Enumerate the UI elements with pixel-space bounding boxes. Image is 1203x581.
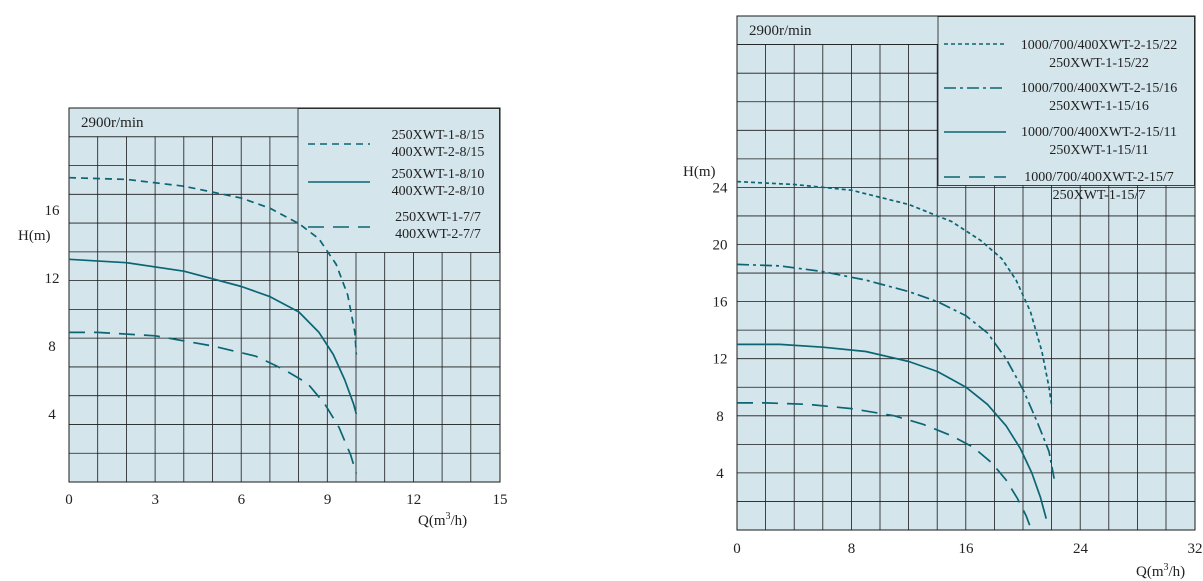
y-tick-label: 24 [713,180,729,196]
chart-1: 2900r/min 250XWT-1-8/15 400XWT-2-8/15 250XW… [18,107,508,529]
x-tick-label: 15 [493,492,508,508]
speed-label-box [737,16,966,45]
series-line [736,180,1053,408]
legend-label: 250XWT-1-15/11 [1049,143,1148,158]
x-tick-label: 12 [406,492,421,508]
legend-label: 400XWT-2-8/10 [392,184,485,199]
legend-box [297,108,500,253]
chart-2: 2900r/min 1000/700/400XWT-2-15/22 250XWT-1… [683,15,1203,580]
legend-label: 250XWT-1-15/22 [1049,56,1149,71]
x-tick-label: 32 [1188,541,1203,557]
series-line [737,402,1032,528]
y-tick-label: 16 [45,203,61,219]
x-tick-label: 9 [324,492,332,508]
legend-label: 250XWT-1-7/7 [395,210,481,225]
speed-label: 2900r/min [81,115,144,131]
x-tick-label: 0 [65,492,73,508]
y-tick-label: 8 [716,409,724,425]
y-axis-label: H(m) [683,164,716,180]
y-axis-label: H(m) [18,228,51,244]
x-tick-label: 0 [733,541,741,557]
series-line [68,176,358,355]
series-line [69,331,358,474]
x-axis-label-part: Q(m [1136,564,1164,580]
x-axis-label-part: Q(m [418,513,446,529]
series-line [736,263,1056,482]
legend-label: 250XWT-1-8/10 [392,167,485,182]
x-axis-label-sup: 3 [446,511,451,522]
x-tick-label: 3 [151,492,159,508]
x-tick-label: 6 [238,492,246,508]
series-line [68,258,358,415]
x-tick-label: 16 [959,541,975,557]
y-tick-label: 16 [713,295,729,311]
y-tick-label: 12 [713,352,728,368]
y-tick-label: 12 [45,271,60,287]
x-axis-label-sup: 3 [1164,562,1169,573]
x-tick-label: 8 [848,541,856,557]
y-tick-label: 4 [48,407,56,423]
x-axis-label: Q(m3/h) [1136,562,1185,580]
legend-label: 250XWT-1-15/7 [1053,188,1146,203]
y-tick-label: 8 [48,339,56,355]
x-tick-label: 24 [1073,541,1089,557]
legend-label: 1000/700/400XWT-2-15/16 [1021,81,1178,96]
legend-label: 1000/700/400XWT-2-15/7 [1024,170,1174,185]
x-axis-label-part: /h) [451,513,468,529]
legend-label: 400XWT-2-8/15 [392,145,485,160]
series-line [737,343,1048,519]
x-axis-label-part: /h) [1169,564,1186,580]
y-tick-label: 20 [713,237,728,253]
x-axis-label: Q(m3/h) [418,511,467,529]
legend-label: 250XWT-1-8/15 [392,128,485,143]
y-tick-label: 4 [716,466,724,482]
legend-label: 250XWT-1-15/16 [1049,99,1149,114]
speed-label-box [69,108,327,137]
speed-label: 2900r/min [749,23,812,39]
legend-label: 1000/700/400XWT-2-15/22 [1021,38,1178,53]
legend-label: 400XWT-2-7/7 [395,227,481,242]
legend-label: 1000/700/400XWT-2-15/11 [1021,125,1177,140]
